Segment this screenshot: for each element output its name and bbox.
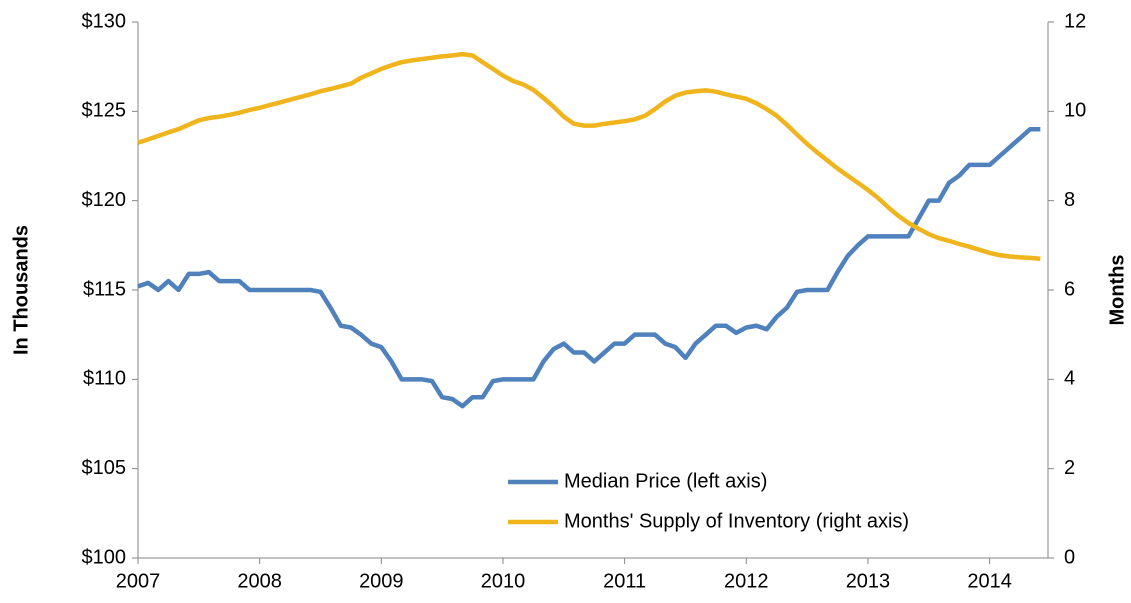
y-tick-label: $110 [83, 368, 126, 390]
y-tick-label: $100 [82, 546, 127, 568]
x-tick-label: 2013 [846, 570, 891, 592]
legend-label: Median Price (left axis) [564, 470, 767, 492]
y2-tick-label: 8 [1064, 189, 1075, 211]
y-axis-title: In Thousands [10, 225, 32, 355]
y2-tick-label: 2 [1064, 457, 1075, 479]
x-tick-label: 2007 [116, 570, 161, 592]
series-line [137, 51, 1041, 261]
x-tick-label: 2010 [481, 570, 526, 592]
y2-tick-label: 6 [1064, 278, 1075, 300]
x-tick-label: 2009 [359, 570, 404, 592]
y-tick-label: $105 [82, 457, 127, 479]
y2-axis-title: Months [1106, 254, 1128, 325]
y-tick-label: $120 [82, 189, 127, 211]
y2-tick-label: 0 [1064, 546, 1075, 568]
y2-tick-label: 12 [1064, 10, 1086, 32]
y-tick-label: $125 [82, 100, 127, 122]
y-tick-label: $115 [83, 278, 126, 300]
x-tick-label: 2014 [967, 570, 1012, 592]
x-tick-label: 2008 [237, 570, 282, 592]
y2-tick-label: 10 [1064, 100, 1086, 122]
y2-tick-label: 4 [1064, 368, 1075, 390]
series-line [137, 126, 1041, 409]
x-tick-label: 2011 [603, 570, 646, 592]
x-tick-label: 2012 [724, 570, 769, 592]
y-tick-label: $130 [82, 10, 127, 32]
legend-label: Months' Supply of Inventory (right axis) [564, 510, 909, 532]
